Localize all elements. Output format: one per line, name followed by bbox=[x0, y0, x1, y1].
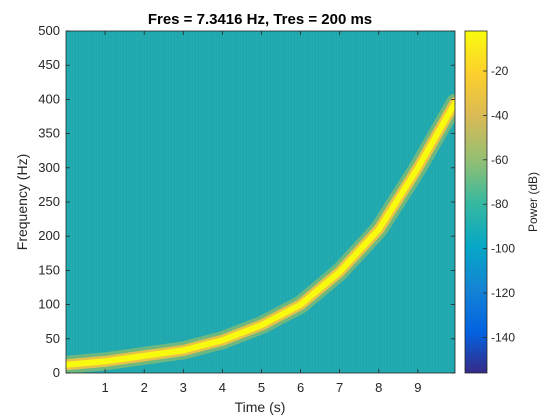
x-axis-label: Time (s) bbox=[235, 399, 286, 415]
y-tick-label: 250 bbox=[38, 194, 60, 209]
colorbar-label: Power (dB) bbox=[526, 172, 540, 232]
x-tick-label: 8 bbox=[375, 380, 382, 395]
colorbar-tick-label: -60 bbox=[491, 153, 509, 167]
y-tick-label: 150 bbox=[38, 262, 60, 277]
colorbar: -20 -40 -60 -80 -100 -120 -140 Power (dB) bbox=[464, 30, 540, 374]
x-tick-label: 2 bbox=[141, 380, 148, 395]
ridge-line bbox=[66, 99, 455, 368]
x-tick-label: 7 bbox=[336, 380, 343, 395]
y-tick-label: 0 bbox=[53, 365, 60, 380]
colorbar-tick-label: -80 bbox=[491, 197, 509, 211]
y-axis-label: Frequency (Hz) bbox=[14, 154, 30, 250]
colorbar-tick-label: -140 bbox=[491, 330, 515, 344]
y-tick-label: 400 bbox=[38, 91, 60, 106]
plot-area bbox=[66, 31, 455, 373]
y-tick-label: 500 bbox=[38, 23, 60, 38]
colorbar-tick-label: -100 bbox=[491, 242, 515, 256]
colorbar-tick-label: -120 bbox=[491, 286, 515, 300]
y-tick-label: 100 bbox=[38, 297, 60, 312]
x-tick-label: 3 bbox=[180, 380, 187, 395]
y-tick-label: 450 bbox=[38, 57, 60, 72]
x-tick-label: 6 bbox=[297, 380, 304, 395]
y-tick-label: 200 bbox=[38, 228, 60, 243]
chart-title: Fres = 7.3416 Hz, Tres = 200 ms bbox=[148, 11, 372, 28]
colorbar-tick-label: -20 bbox=[491, 64, 509, 78]
x-axis: 1 2 3 4 5 6 7 8 9 bbox=[101, 31, 421, 395]
x-tick-label: 1 bbox=[101, 380, 108, 395]
y-tick-label: 50 bbox=[46, 331, 60, 346]
ridge-layer bbox=[66, 93, 455, 373]
colorbar-gradient bbox=[464, 30, 488, 374]
colorbar-ticks: -20 -40 -60 -80 -100 -120 -140 bbox=[483, 64, 515, 344]
x-tick-label: 9 bbox=[414, 380, 421, 395]
y-tick-label: 350 bbox=[38, 126, 60, 141]
colorbar-tick-label: -40 bbox=[491, 108, 509, 122]
x-tick-label: 4 bbox=[219, 380, 226, 395]
y-axis: 0 50 100 150 200 250 300 350 400 450 500 bbox=[38, 23, 455, 380]
y-tick-label: 300 bbox=[38, 160, 60, 175]
x-tick-label: 5 bbox=[258, 380, 265, 395]
